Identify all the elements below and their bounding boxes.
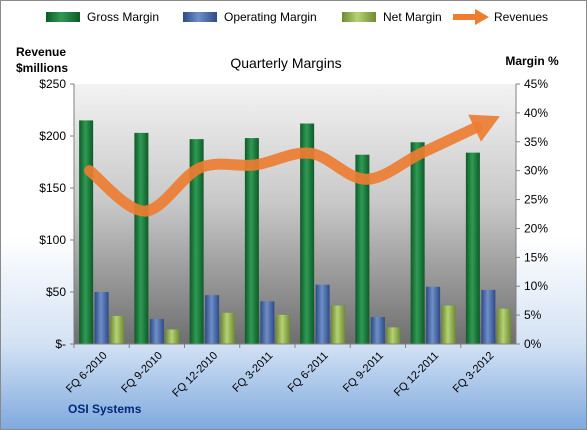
operating-margin-legend-label: Operating Margin [224,10,317,24]
net-margin-bar-fq-6-2010 [110,315,125,344]
gross-margin-bar-fq-12-2010 [189,139,204,344]
left-tick-label: $100 [39,233,66,247]
right-tick-label: 25% [524,193,548,207]
net-margin-bar-fq-9-2011 [386,327,401,344]
net-margin-bar-fq-12-2010 [220,312,235,344]
operating-margin-bar-fq-9-2011 [370,316,385,344]
gross-margin-bar-fq-9-2010 [134,132,149,344]
revenues-line [84,121,482,217]
revenues-legend-arrow [475,9,489,25]
right-tick-label: 40% [524,106,548,120]
gross-margin-bar-fq-6-2011 [300,123,315,345]
left-axis-title-line2: $millions [16,61,68,75]
net-margin-bar-fq-3-2012 [496,308,511,344]
operating-margin-bar-fq-12-2010 [205,295,220,344]
legend: Gross Margin Operating Margin Net Margin Re… [46,9,548,25]
revenues-legend-label: Revenues [494,10,548,24]
net-margin-legend-label: Net Margin [383,10,442,24]
net-margin-bar-fq-3-2011 [275,314,290,344]
operating-margin-bar-fq-3-2011 [260,301,275,344]
revenues-arrowhead [468,114,500,142]
operating-margin-bar-fq-12-2011 [426,286,441,344]
gross-margin-bar-fq-6-2010 [79,120,94,345]
gross-margin-bar-fq-3-2012 [465,152,480,344]
net-margin-bar-fq-6-2011 [331,305,346,344]
revenues-line-layer [84,114,500,217]
right-tick-label: 0% [524,337,542,351]
gross-margin-bar-fq-12-2011 [410,142,425,344]
right-tick-label: 20% [524,221,548,235]
gross-margin-legend-label: Gross Margin [87,10,159,24]
right-tick-label: 10% [524,279,548,293]
operating-margin-bar-fq-6-2010 [94,292,109,344]
left-tick-label: $250 [39,77,66,91]
right-tick-label: 45% [524,77,548,91]
left-axis-title-line1: Revenue [16,45,66,59]
right-tick-label: 30% [524,164,548,178]
left-tick-label: $50 [46,285,66,299]
net-margin-bar-fq-9-2010 [165,329,180,344]
gross-margin-bar-fq-3-2011 [244,138,259,344]
left-tick-label: $- [55,337,66,351]
left-tick-label: $150 [39,181,66,195]
gross-margin-bar-fq-9-2011 [355,154,370,344]
operating-margin-bar-fq-9-2010 [149,319,164,344]
operating-margin-bar-fq-6-2011 [315,284,330,344]
right-axis: 0% 5% 10% 15% 20% 25% 30% 35% 40% 45% [515,77,548,351]
operating-margin-bar-fq-3-2012 [481,289,496,344]
company-label: OSI Systems [68,402,142,416]
operating-margin-legend-swatch [183,12,217,22]
right-tick-label: 5% [524,308,542,322]
right-tick-label: 35% [524,135,548,149]
left-axis: $- $50 $100 $150 $200 $250 [39,77,75,351]
right-tick-label: 15% [524,250,548,264]
left-tick-label: $200 [39,129,66,143]
net-margin-bar-fq-12-2011 [441,305,456,344]
bar-group [79,120,511,345]
gross-margin-legend-swatch [46,12,80,22]
net-margin-legend-swatch [342,12,376,22]
chart-title: Quarterly Margins [230,55,341,71]
right-axis-title: Margin % [505,54,559,68]
